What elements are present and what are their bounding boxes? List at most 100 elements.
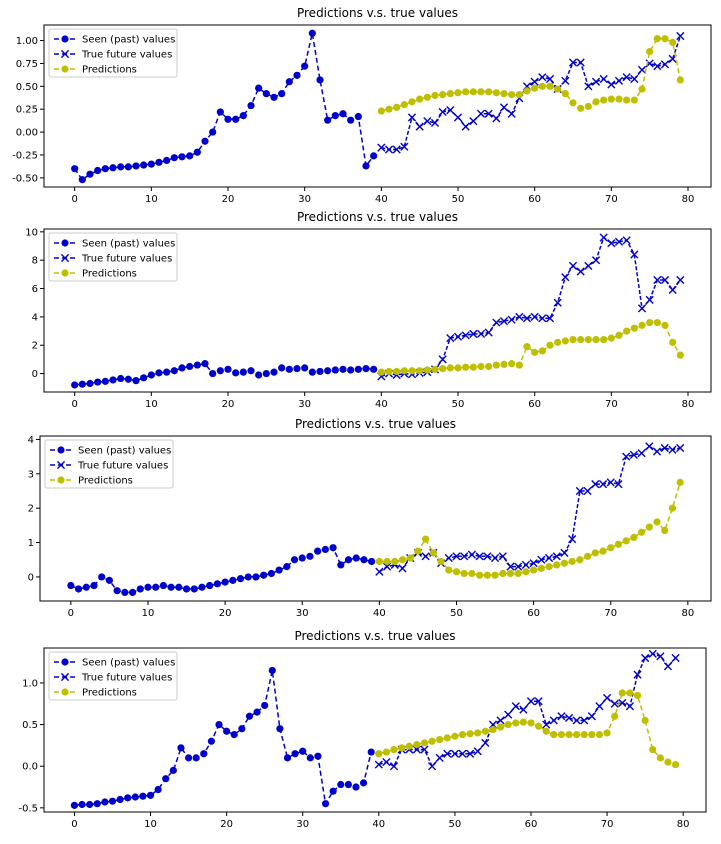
data-point [128, 588, 137, 597]
y-tick-label: 4 [32, 312, 38, 323]
data-point [347, 366, 355, 374]
data-point [253, 708, 261, 716]
data-point [377, 107, 385, 115]
data-point [215, 720, 223, 729]
data-point [406, 554, 414, 562]
data-point [676, 76, 684, 84]
data-point [460, 552, 469, 561]
data-point [105, 576, 114, 584]
data-point [232, 115, 240, 123]
x-tick-label: 80 [681, 608, 694, 619]
data-point [607, 95, 615, 103]
legend-entry: True future values [81, 673, 172, 684]
data-point [599, 233, 608, 242]
data-point [299, 747, 307, 755]
data-point [170, 367, 178, 375]
data-point [446, 90, 454, 98]
legend-entry: Predictions [82, 65, 137, 76]
data-point [316, 367, 324, 376]
data-point [537, 564, 545, 572]
data-point [223, 727, 231, 735]
data-point [500, 360, 508, 368]
data-point [607, 544, 615, 552]
data-point [144, 583, 152, 591]
data-point [383, 557, 391, 566]
x-tick-label: 40 [372, 819, 385, 830]
data-point [614, 480, 623, 489]
data-point [283, 754, 292, 762]
data-point [275, 566, 283, 574]
data-point [331, 112, 339, 120]
x-tick-label: 30 [296, 819, 309, 830]
x-tick-label: 10 [145, 399, 158, 410]
data-point [600, 335, 608, 344]
data-point [398, 556, 407, 564]
data-point [321, 545, 329, 554]
data-point [460, 569, 468, 578]
data-point [74, 585, 83, 593]
data-point [630, 74, 639, 84]
x-tick-label: 60 [528, 399, 541, 410]
y-tick-label: 8 [32, 256, 38, 267]
data-point [108, 797, 117, 805]
data-point [607, 80, 616, 89]
data-point [663, 662, 673, 671]
legend: Seen (past) values True future values Pred… [48, 28, 178, 78]
data-point [244, 573, 252, 581]
data-point [542, 727, 550, 735]
data-point [527, 719, 535, 727]
data-point [216, 108, 224, 116]
data-point [661, 526, 669, 535]
data-point [423, 117, 432, 126]
data-point [468, 569, 476, 578]
data-point [247, 367, 255, 375]
data-point [370, 152, 378, 160]
data-point [109, 376, 117, 384]
data-point [400, 101, 408, 109]
data-point [398, 564, 407, 573]
data-point [466, 730, 474, 738]
data-point [446, 106, 455, 115]
data-point [545, 314, 555, 323]
data-point [347, 116, 355, 124]
data-point [483, 571, 491, 579]
data-point [306, 552, 314, 560]
data-point [638, 321, 646, 329]
data-point [329, 544, 337, 552]
data-point [414, 547, 422, 555]
chart-panel-1: Predictions v.s. true values 0 10 20 30 40 50 6… [12, 6, 712, 205]
data-point [162, 775, 170, 783]
data-point [653, 62, 662, 71]
data-point [94, 378, 102, 386]
plot-frame [39, 435, 712, 602]
x-tick-label: 10 [144, 819, 157, 830]
data-point [576, 556, 584, 564]
data-point [308, 29, 316, 37]
data-point [278, 364, 286, 372]
data-point [285, 365, 293, 373]
data-point [408, 98, 416, 106]
data-point [599, 74, 608, 84]
data-point [522, 314, 532, 323]
data-point [147, 160, 155, 168]
data-point [489, 725, 497, 734]
data-point [474, 729, 482, 737]
data-point [67, 581, 75, 590]
data-point [421, 552, 430, 561]
data-point [514, 569, 522, 578]
x-tick-label: 0 [68, 608, 74, 619]
data-point [445, 566, 453, 574]
x-tick-label: 70 [601, 819, 614, 830]
data-point [70, 801, 79, 809]
series-true-future-values [377, 31, 685, 154]
y-tick-label: 0.75 [16, 59, 38, 70]
data-point [591, 77, 601, 86]
data-point [452, 552, 461, 561]
data-point [660, 443, 669, 453]
data-point [375, 750, 383, 758]
data-point [293, 365, 301, 373]
data-point [664, 758, 672, 766]
data-point [78, 380, 86, 388]
legend-swatch-marker [61, 269, 69, 277]
data-point [416, 95, 424, 103]
